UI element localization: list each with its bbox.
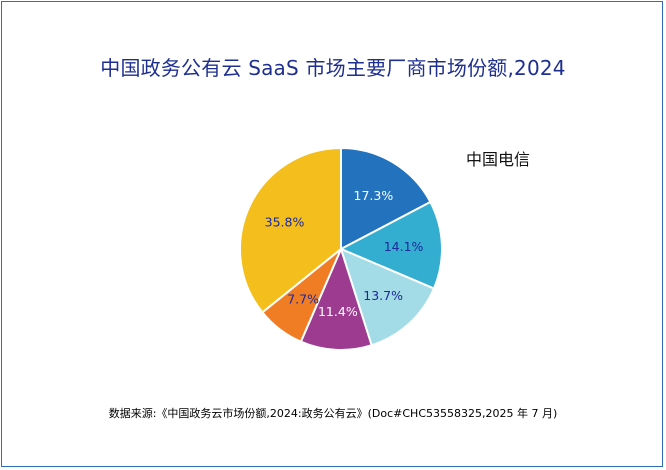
chart-title: 中国政务公有云 SaaS 市场主要厂商市场份额,2024 [100, 56, 566, 80]
pie-slice-2 [338, 200, 443, 290]
slice-label-6: 35.8% [265, 214, 305, 229]
legend-entry-china-telecom: 中国电信 [466, 150, 531, 169]
slice-label-1: 17.3% [354, 188, 394, 203]
data-source-note: 数据来源:《中国政务云市场份额,2024:政务公有云》(Doc#CHC53558… [108, 407, 558, 420]
pie-slice-6 [239, 146, 342, 314]
slice-label-2: 14.1% [384, 239, 424, 254]
pie-slice-4 [299, 246, 373, 351]
slice-label-5: 7.7% [287, 291, 319, 306]
pie-slice-1 [340, 146, 432, 251]
slice-label-4: 11.4% [318, 304, 358, 319]
slice-label-3: 13.7% [363, 288, 403, 303]
